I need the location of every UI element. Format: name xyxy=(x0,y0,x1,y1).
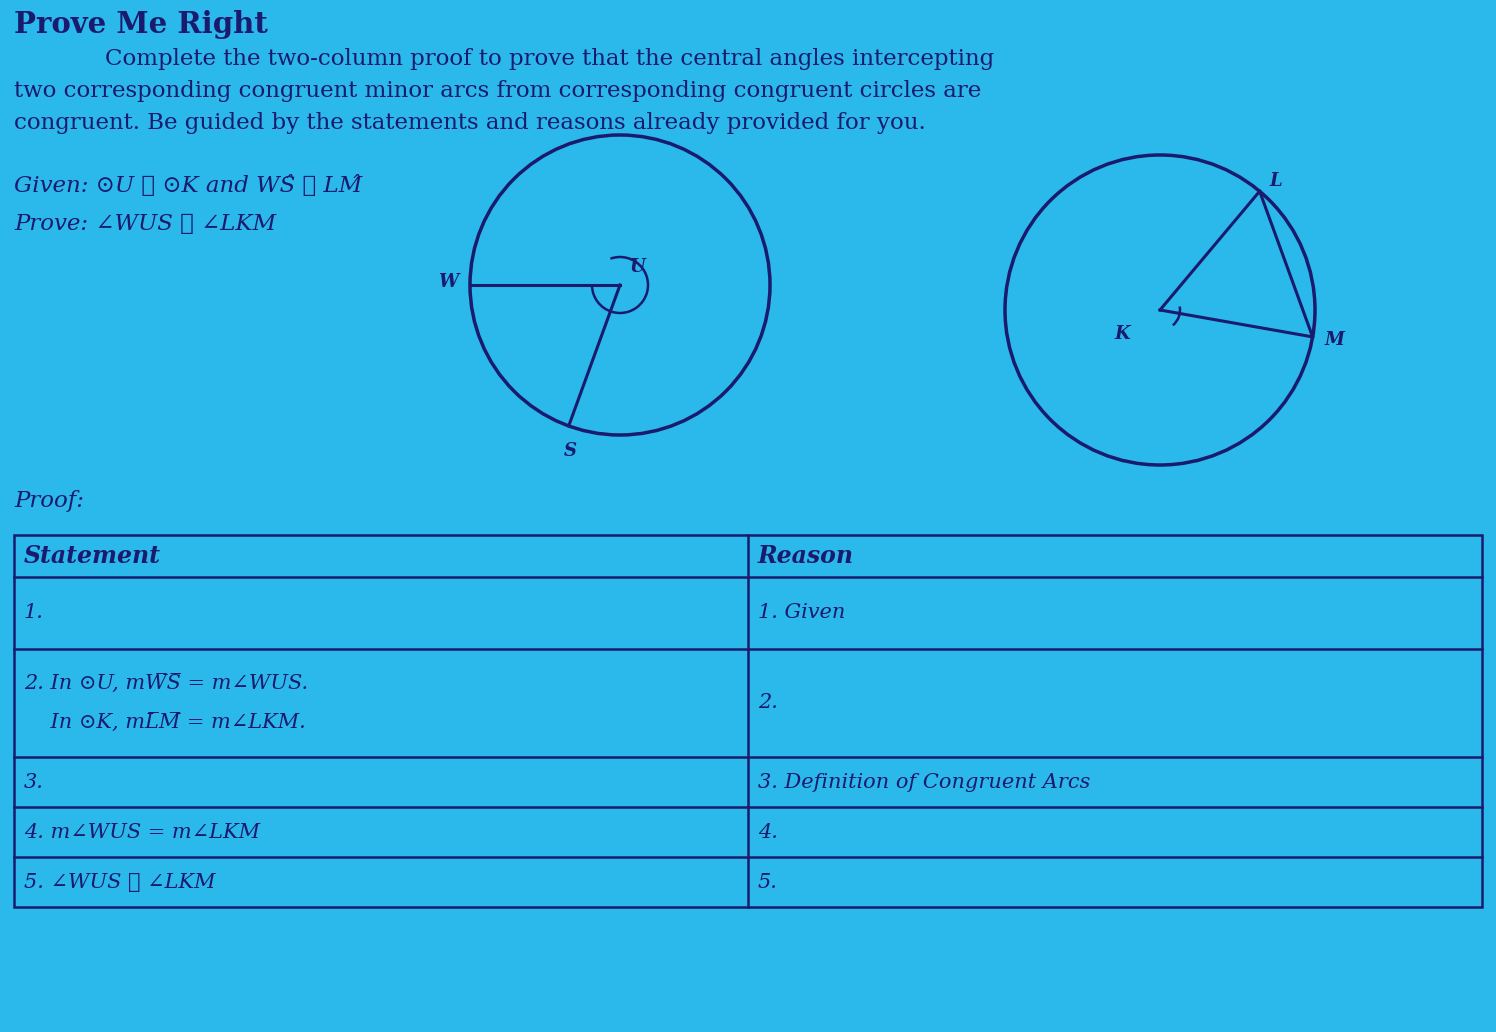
Text: S: S xyxy=(564,442,577,460)
Text: Proof:: Proof: xyxy=(13,490,84,512)
Text: M: M xyxy=(1324,331,1345,349)
Text: 1. Given: 1. Given xyxy=(758,604,845,622)
Text: Statement: Statement xyxy=(24,544,162,568)
Text: congruent. Be guided by the statements and reasons already provided for you.: congruent. Be guided by the statements a… xyxy=(13,112,926,134)
Text: Prove: ∠WUS ≅ ∠LKM: Prove: ∠WUS ≅ ∠LKM xyxy=(13,213,275,235)
Text: Reason: Reason xyxy=(758,544,854,568)
Text: 4.: 4. xyxy=(758,823,778,841)
Bar xyxy=(13,535,1483,907)
Text: 5.: 5. xyxy=(758,872,778,892)
Text: L: L xyxy=(1270,172,1282,190)
Text: 5. ∠WUS ≅ ∠LKM: 5. ∠WUS ≅ ∠LKM xyxy=(24,872,215,892)
Text: two corresponding congruent minor arcs from corresponding congruent circles are: two corresponding congruent minor arcs f… xyxy=(13,80,981,102)
Text: U: U xyxy=(630,258,646,276)
Text: Complete the two-column proof to prove that the central angles intercepting: Complete the two-column proof to prove t… xyxy=(105,49,995,70)
Text: 2. In ⊙U, mW̅S̅ = m∠WUS.: 2. In ⊙U, mW̅S̅ = m∠WUS. xyxy=(24,674,308,694)
Text: 3.: 3. xyxy=(24,773,43,792)
Text: Given: ⊙U ≅ ⊙K and WŜ ≅ LM̂: Given: ⊙U ≅ ⊙K and WŜ ≅ LM̂ xyxy=(13,175,362,197)
Text: 3. Definition of Congruent Arcs: 3. Definition of Congruent Arcs xyxy=(758,773,1091,792)
Text: Prove Me Right: Prove Me Right xyxy=(13,10,268,39)
Text: K: K xyxy=(1115,325,1129,343)
Text: In ⊙K, mL̅M̅ = m∠LKM.: In ⊙K, mL̅M̅ = m∠LKM. xyxy=(24,713,305,732)
Text: 4. m∠WUS = m∠LKM: 4. m∠WUS = m∠LKM xyxy=(24,823,260,841)
Text: W: W xyxy=(438,273,458,291)
Text: 1.: 1. xyxy=(24,604,43,622)
Text: 2.: 2. xyxy=(758,694,778,712)
